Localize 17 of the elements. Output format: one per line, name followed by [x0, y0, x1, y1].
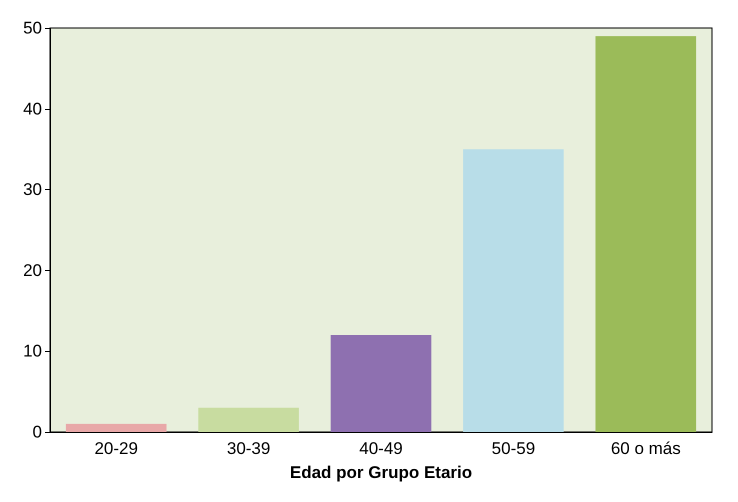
y-tick-label: 20	[23, 260, 42, 280]
y-tick-label: 10	[23, 342, 42, 361]
x-tick-label: 40-49	[359, 439, 403, 458]
bar	[463, 149, 564, 432]
x-tick-label: 20-29	[94, 439, 138, 458]
y-tick-label: 0	[32, 422, 42, 442]
y-tick-label: 50	[23, 18, 42, 38]
y-tick-label: 40	[23, 99, 42, 118]
y-tick-label: 30	[23, 180, 42, 200]
bar	[66, 424, 167, 432]
bar	[595, 36, 696, 432]
x-tick-label: 60 o más	[610, 439, 681, 458]
bar	[198, 408, 299, 432]
bar	[330, 335, 432, 432]
x-tick-label: 50-59	[492, 439, 536, 458]
x-axis-title: Edad por Grupo Etario	[290, 463, 472, 482]
x-tick-label: 30-39	[226, 439, 270, 458]
